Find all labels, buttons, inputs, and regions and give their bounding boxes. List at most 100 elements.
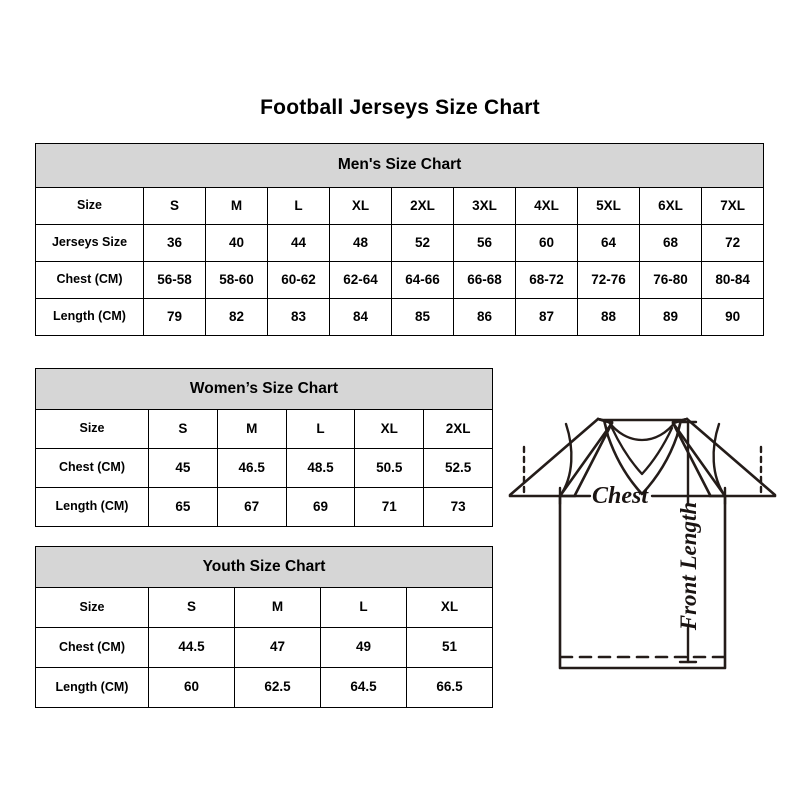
table-cell: 69	[285, 487, 356, 527]
table-cell: 67	[216, 487, 287, 527]
row-header-length: Length (CM)	[35, 667, 149, 708]
womens-size-l: L	[285, 409, 356, 449]
mens-size-7xl: 7XL	[700, 187, 765, 225]
table-row: Length (CM) 65 67 69 71 73	[35, 487, 493, 527]
table-row: Chest (CM) 56-58 58-60 60-62 62-64 64-66…	[35, 261, 765, 299]
table-cell: 83	[267, 298, 330, 336]
table-cell: 71	[354, 487, 425, 527]
table-cell: 62-64	[329, 261, 392, 299]
table-cell: 68-72	[515, 261, 578, 299]
table-cell: 85	[391, 298, 454, 336]
table-row: Length (CM) 79 82 83 84 85 86 87 88 89 9…	[35, 298, 765, 336]
mens-size-2xl: 2XL	[391, 187, 454, 225]
mens-size-l: L	[267, 187, 330, 225]
mens-size-xl: XL	[329, 187, 392, 225]
table-cell: 64-66	[391, 261, 454, 299]
table-cell: 50.5	[354, 448, 425, 488]
table-row: Jerseys Size 36 40 44 48 52 56 60 64 68 …	[35, 224, 765, 262]
youth-size-s: S	[148, 587, 235, 628]
table-cell: 47	[234, 627, 321, 668]
row-header-size: Size	[35, 587, 149, 628]
table-cell: 84	[329, 298, 392, 336]
page-title: Football Jerseys Size Chart	[260, 96, 540, 119]
womens-size-2xl: 2XL	[423, 409, 493, 449]
row-header-chest: Chest (CM)	[35, 627, 149, 668]
table-header-row: Size S M L XL 2XL 3XL 4XL 5XL 6XL 7XL	[35, 187, 765, 225]
table-cell: 56-58	[143, 261, 206, 299]
table-row: Chest (CM) 45 46.5 48.5 50.5 52.5	[35, 448, 493, 488]
table-cell: 88	[577, 298, 640, 336]
v-neck-outer-collar	[602, 418, 683, 496]
mens-size-m: M	[205, 187, 268, 225]
womens-size-m: M	[216, 409, 287, 449]
table-cell: 62.5	[234, 667, 321, 708]
table-caption-row: Women’s Size Chart	[35, 368, 493, 410]
mens-size-3xl: 3XL	[453, 187, 516, 225]
table-cell: 60	[148, 667, 235, 708]
table-cell: 80-84	[700, 261, 765, 299]
table-cell: 44	[267, 224, 330, 262]
left-armhole-seam	[558, 422, 573, 498]
table-row: Length (CM) 60 62.5 64.5 66.5	[35, 667, 494, 708]
table-cell: 52	[391, 224, 454, 262]
table-caption-row: Youth Size Chart	[34, 546, 494, 588]
table-cell: 72	[700, 224, 765, 262]
mens-size-6xl: 6XL	[639, 187, 702, 225]
chest-dimension-label: Chest	[592, 483, 649, 509]
table-cell: 87	[515, 298, 578, 336]
table-cell: 45	[148, 448, 218, 488]
row-header-jerseys-size: Jerseys Size	[35, 224, 144, 262]
table-cell: 82	[205, 298, 268, 336]
mens-size-5xl: 5XL	[577, 187, 640, 225]
v-neck-jersey-measurement-diagram: Chest Front Length	[500, 400, 785, 700]
table-cell: 73	[423, 487, 493, 527]
table-cell: 65	[148, 487, 218, 527]
table-caption-row: Men's Size Chart	[34, 143, 765, 188]
row-header-chest: Chest (CM)	[35, 261, 144, 299]
table-header-row: Size S M L XL 2XL	[35, 409, 493, 449]
table-cell: 66.5	[405, 667, 494, 708]
table-cell: 89	[639, 298, 702, 336]
front-length-dimension-label: Front Length	[676, 502, 701, 631]
table-row: Chest (CM) 44.5 47 49 51	[35, 627, 494, 668]
womens-size-chart-table: Women’s Size Chart Size S M L XL 2XL Che…	[35, 368, 493, 527]
table-cell: 48.5	[285, 448, 356, 488]
row-header-length: Length (CM)	[35, 298, 144, 336]
table-cell: 40	[205, 224, 268, 262]
row-header-length: Length (CM)	[35, 487, 149, 527]
table-cell: 48	[329, 224, 392, 262]
v-neck-inner-line-1	[610, 426, 674, 476]
table-cell: 90	[700, 298, 765, 336]
mens-table-caption: Men's Size Chart	[34, 143, 765, 188]
youth-size-l: L	[320, 587, 407, 628]
table-cell: 44.5	[148, 627, 235, 668]
row-header-size: Size	[35, 187, 144, 225]
v-neck-inner-line-2	[606, 419, 678, 442]
table-cell: 76-80	[639, 261, 702, 299]
womens-size-s: S	[148, 409, 218, 449]
table-cell: 86	[453, 298, 516, 336]
table-cell: 60	[515, 224, 578, 262]
table-cell: 52.5	[423, 448, 493, 488]
table-cell: 51	[405, 627, 494, 668]
table-cell: 36	[143, 224, 206, 262]
right-armhole-seam	[712, 422, 727, 498]
jersey-body-outline	[558, 417, 727, 670]
table-cell: 56	[453, 224, 516, 262]
table-cell: 60-62	[267, 261, 330, 299]
table-cell: 79	[143, 298, 206, 336]
table-cell: 58-60	[205, 261, 268, 299]
table-cell: 46.5	[216, 448, 287, 488]
row-header-chest: Chest (CM)	[35, 448, 149, 488]
row-header-size: Size	[35, 409, 149, 449]
womens-size-xl: XL	[354, 409, 425, 449]
youth-size-m: M	[234, 587, 321, 628]
table-header-row: Size S M L XL	[35, 587, 494, 628]
table-cell: 49	[320, 627, 407, 668]
table-cell: 64	[577, 224, 640, 262]
youth-size-xl: XL	[405, 587, 494, 628]
table-cell: 72-76	[577, 261, 640, 299]
mens-size-4xl: 4XL	[515, 187, 578, 225]
table-cell: 64.5	[320, 667, 407, 708]
mens-size-chart-table: Men's Size Chart Size S M L XL 2XL 3XL 4…	[34, 143, 765, 336]
